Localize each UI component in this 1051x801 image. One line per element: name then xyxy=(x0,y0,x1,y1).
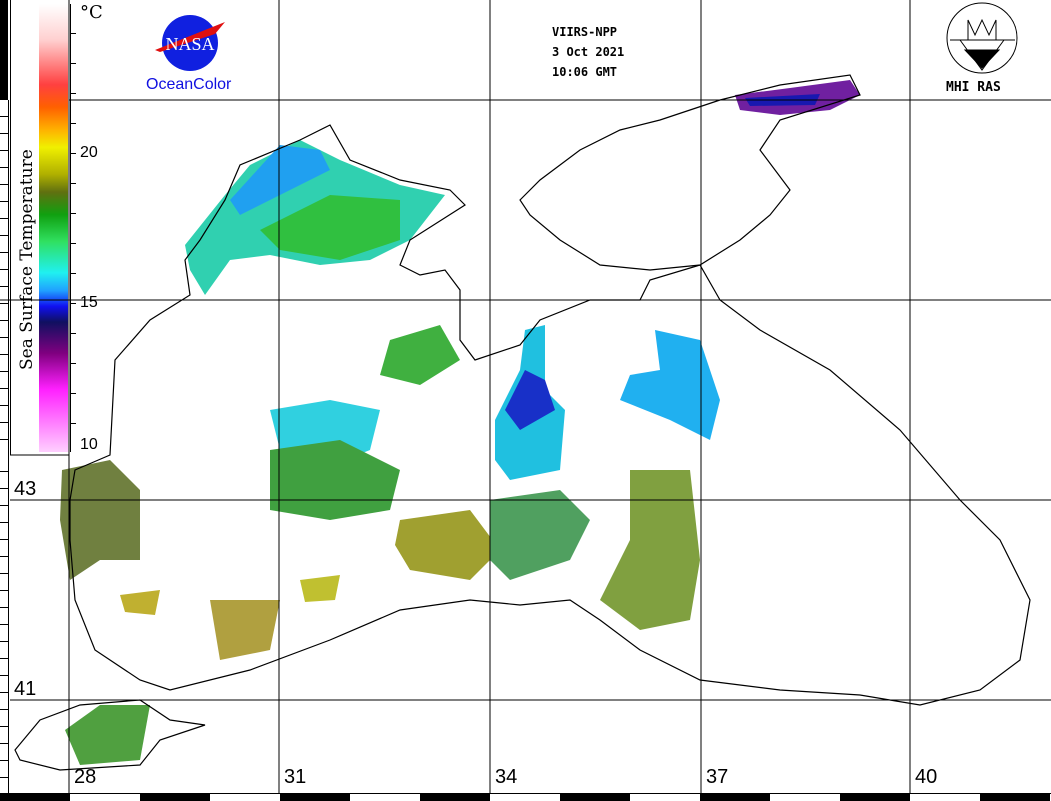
left-scale-bar-lower xyxy=(0,455,9,801)
left-scale-bar xyxy=(0,0,8,100)
left-panel-divider xyxy=(10,0,11,455)
black-sea-coast xyxy=(69,124,1031,706)
date-label: 3 Oct 2021 xyxy=(552,45,625,59)
marmara-coast xyxy=(14,699,206,771)
sst-south-olive xyxy=(395,510,500,580)
lon-label-34: 34 xyxy=(495,766,518,788)
colorbar-tick-15: 15 xyxy=(80,294,98,311)
sst-sw-olive2 xyxy=(120,590,160,615)
colorbar-tick-10: 10 xyxy=(80,436,98,453)
left-scale-bar-light xyxy=(0,100,9,455)
nasa-logo: NASA xyxy=(155,15,225,71)
sst-green-north xyxy=(380,325,460,385)
coastline xyxy=(14,74,1031,771)
lat-label-43: 43 xyxy=(14,478,37,500)
sst-nw-green xyxy=(260,195,400,260)
mhi-ras-label: MHI RAS xyxy=(946,80,1001,95)
sst-nw-shelf-cold xyxy=(230,145,330,215)
lon-label-28: 28 xyxy=(74,766,97,788)
sensor-label: VIIRS-NPP xyxy=(552,25,618,39)
sst-central-blue xyxy=(505,370,555,430)
colorbar-ticks xyxy=(70,4,76,452)
oceancolor-label: OceanColor xyxy=(146,76,232,93)
mhi-ras-logo xyxy=(946,2,1018,74)
lon-label-31: 31 xyxy=(284,766,307,788)
sst-bulgaria xyxy=(60,460,140,580)
lon-label-37: 37 xyxy=(706,766,729,788)
azov-coast xyxy=(519,74,861,271)
colorbar xyxy=(39,4,68,452)
sst-data-layer xyxy=(60,80,860,765)
sst-sw-olive3 xyxy=(300,575,340,602)
sst-east-olive xyxy=(600,470,700,630)
svg-text:NASA: NASA xyxy=(165,34,214,54)
sst-west-green xyxy=(270,440,400,520)
sst-east-cyan xyxy=(620,330,720,440)
sst-sw-olive1 xyxy=(210,600,280,660)
lon-label-40: 40 xyxy=(915,766,938,788)
colorbar-tick-20: 20 xyxy=(80,144,98,161)
time-label: 10:06 GMT xyxy=(552,65,618,79)
sst-south-mid xyxy=(490,490,590,580)
lat-label-41: 41 xyxy=(14,678,37,700)
colorbar-unit: °C xyxy=(80,2,103,23)
bottom-scale-bar xyxy=(0,793,1051,801)
sst-marmara xyxy=(65,705,150,765)
